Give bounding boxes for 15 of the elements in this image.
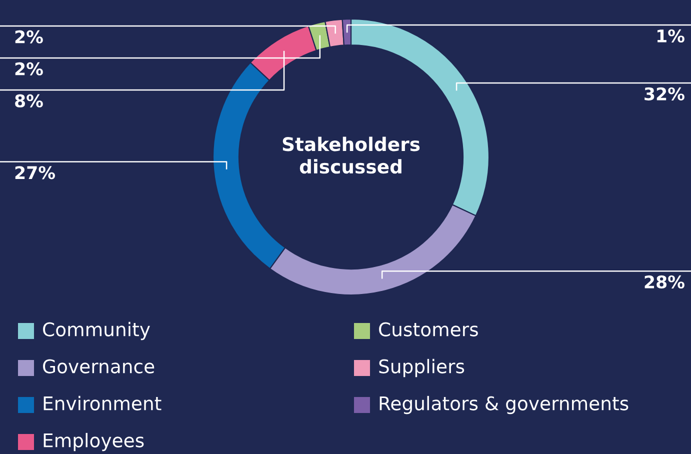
data-label: 2% — [15, 30, 43, 44]
text: Stakeholders discussed — [282, 136, 420, 174]
legend-label: Customers — [379, 322, 478, 336]
legend-label: Environment — [44, 396, 162, 410]
data-label: 1% — [657, 29, 684, 42]
legend-label: Suppliers — [379, 358, 464, 378]
data-label: 28% — [644, 275, 684, 289]
legend-label: Governance — [43, 359, 154, 374]
legend-label: Employees — [44, 432, 144, 452]
data-label: 2% — [15, 62, 43, 76]
data-label: 8% — [15, 94, 43, 108]
data-label: 27% — [15, 166, 56, 180]
legend-label: Regulators & governments — [380, 396, 628, 414]
legend-label: Community — [43, 322, 150, 340]
data-label: 32% — [644, 87, 684, 100]
